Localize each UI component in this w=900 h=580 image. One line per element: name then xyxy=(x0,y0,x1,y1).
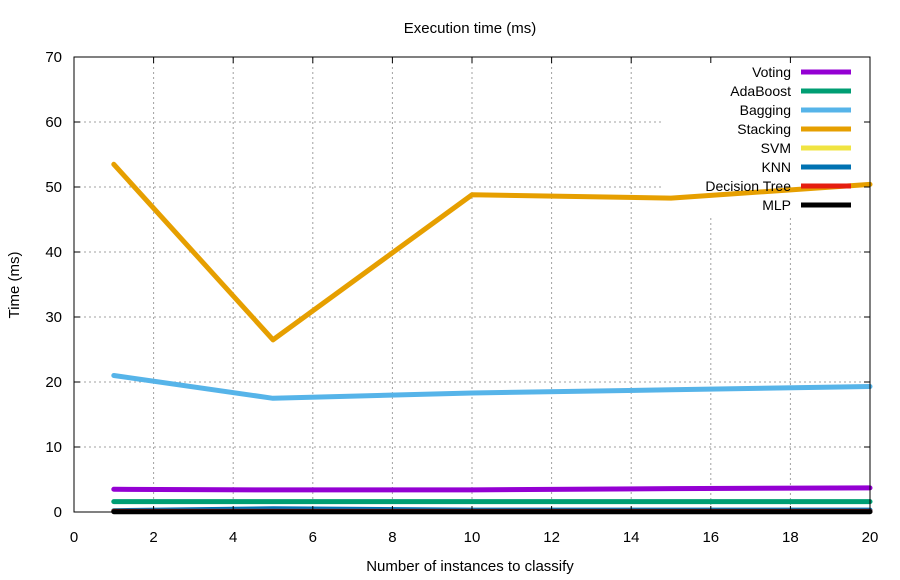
legend-label-adaboost: AdaBoost xyxy=(730,83,791,99)
y-tick-label: 70 xyxy=(45,49,62,66)
legend-label-decision-tree: Decision Tree xyxy=(705,178,791,194)
axis-ticks: 0 2 4 6 8 10 12 14 16 18 20 0 10 20 30 40 50 60 70 xyxy=(45,49,878,546)
y-tick-label: 30 xyxy=(45,309,62,326)
x-tick-label: 10 xyxy=(464,529,481,546)
series-line-stacking xyxy=(111,161,873,343)
x-tick-label: 0 xyxy=(70,529,78,546)
series-line-bagging xyxy=(111,373,873,401)
legend-label-stacking: Stacking xyxy=(737,121,791,137)
y-tick-label: 10 xyxy=(45,439,62,456)
y-tick-label: 50 xyxy=(45,179,62,196)
x-axis-label: Number of instances to classify xyxy=(366,558,574,575)
legend-label-knn: KNN xyxy=(761,159,791,175)
legend-label-mlp: MLP xyxy=(762,197,791,213)
legend-label-bagging: Bagging xyxy=(740,102,791,118)
x-tick-label: 18 xyxy=(782,529,799,546)
x-tick-label: 12 xyxy=(543,529,560,546)
y-tick-label: 40 xyxy=(45,244,62,261)
series-lines xyxy=(111,161,873,515)
y-tick-label: 20 xyxy=(45,374,62,391)
x-tick-label: 2 xyxy=(149,529,157,546)
legend-label-voting: Voting xyxy=(752,64,791,80)
y-tick-label: 60 xyxy=(45,114,62,131)
x-tick-label: 4 xyxy=(229,529,237,546)
y-tick-label: 0 xyxy=(54,504,62,521)
x-tick-label: 16 xyxy=(702,529,719,546)
x-tick-label: 6 xyxy=(309,529,317,546)
x-tick-label: 8 xyxy=(388,529,396,546)
grid-lines xyxy=(74,57,870,512)
y-axis-label: Time (ms) xyxy=(6,252,23,319)
legend: Voting AdaBoost Bagging Stacking SVM KNN Decis… xyxy=(705,64,851,213)
x-tick-label: 20 xyxy=(862,529,879,546)
chart-title: Execution time (ms) xyxy=(404,20,537,37)
legend-label-svm: SVM xyxy=(761,140,791,156)
x-tick-label: 14 xyxy=(623,529,640,546)
series-line-voting xyxy=(111,485,873,493)
